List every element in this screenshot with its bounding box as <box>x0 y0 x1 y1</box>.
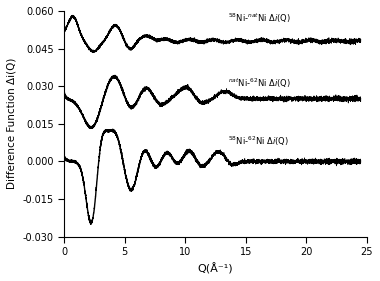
Text: $^{nat}$Ni-$^{62}$Ni $\Delta i$(Q): $^{nat}$Ni-$^{62}$Ni $\Delta i$(Q) <box>228 77 291 90</box>
Text: $^{58}$Ni-$^{62}$Ni $\Delta i$(Q): $^{58}$Ni-$^{62}$Ni $\Delta i$(Q) <box>228 135 288 148</box>
Y-axis label: Difference Function Δi(Q): Difference Function Δi(Q) <box>7 58 17 189</box>
Text: $^{58}$Ni-$^{nat}$Ni $\Delta i$(Q): $^{58}$Ni-$^{nat}$Ni $\Delta i$(Q) <box>228 12 291 25</box>
X-axis label: Q(Å⁻¹): Q(Å⁻¹) <box>198 263 233 274</box>
